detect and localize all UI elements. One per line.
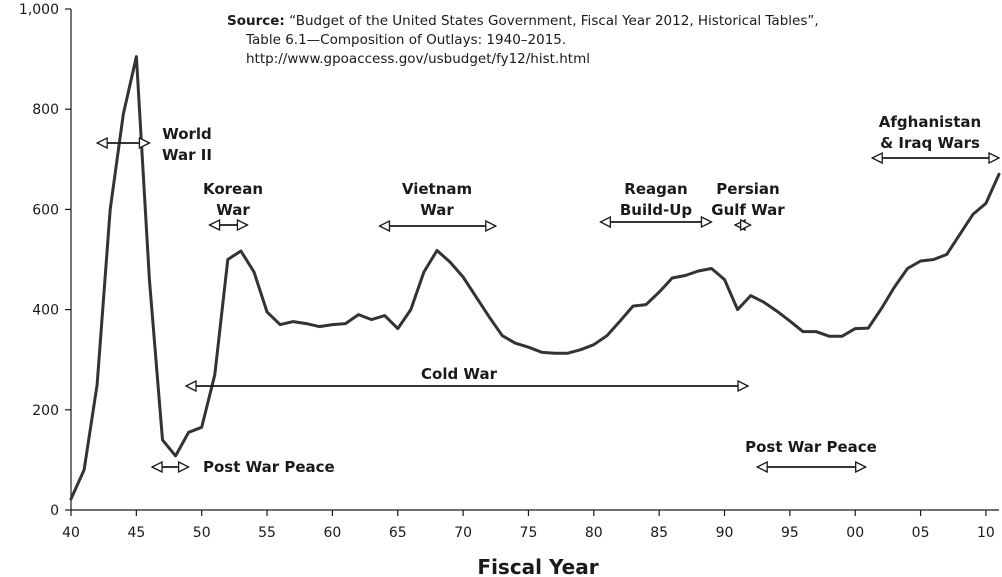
x-tick-label: 40 xyxy=(62,525,80,541)
y-tick-label: 0 xyxy=(50,503,59,519)
x-tick-label: 60 xyxy=(323,525,341,541)
x-tick-label: 80 xyxy=(585,525,603,541)
annotation-label: War xyxy=(420,201,454,219)
annotation-label: & Iraq Wars xyxy=(880,134,980,152)
annotation-label: Vietnam xyxy=(402,180,472,198)
x-tick-label: 50 xyxy=(193,525,211,541)
source-line-2: Table 6.1—Composition of Outlays: 1940–2… xyxy=(246,32,567,48)
axes xyxy=(65,8,999,516)
y-tick-label: 800 xyxy=(32,102,59,118)
annotation-label: Cold War xyxy=(421,365,498,383)
tick-labels: 0 200 400 600 800 1,000 40 45 50 55 60 65 70 75 80 85 90… xyxy=(19,2,995,541)
annotation-label: Afghanistan xyxy=(879,113,981,131)
x-tick-label: 55 xyxy=(258,525,276,541)
x-tick-label: 65 xyxy=(389,525,407,541)
annotation-label: Post War Peace xyxy=(203,458,335,476)
series-line xyxy=(69,55,1001,501)
annotation-label: Korean xyxy=(203,180,263,198)
source-line-3: http://www.gpoaccess.gov/usbudget/fy12/h… xyxy=(246,51,590,67)
annotation-label: Post War Peace xyxy=(745,438,877,456)
y-tick-label: 200 xyxy=(32,403,59,419)
x-axis-label: Fiscal Year xyxy=(477,555,598,577)
x-tick-label: 70 xyxy=(454,525,472,541)
annotation-label: World xyxy=(162,125,212,143)
x-tick-label: 75 xyxy=(520,525,538,541)
annotations: World War II Korean War Vietnam War Reagan Buil… xyxy=(97,113,999,476)
source-line-1: “Budget of the United States Government,… xyxy=(289,13,819,29)
x-tick-label: 90 xyxy=(716,525,734,541)
source-note: Source: “Budget of the United States Gov… xyxy=(227,12,819,69)
annotation-label: Build-Up xyxy=(620,201,693,219)
annotation-label: Gulf War xyxy=(711,201,785,219)
x-tick-label: 10 xyxy=(977,525,995,541)
y-tick-label: 1,000 xyxy=(19,2,59,18)
y-tick-label: 400 xyxy=(32,303,59,319)
annotation-label: War II xyxy=(162,146,212,164)
x-tick-label: 00 xyxy=(846,525,864,541)
series-group xyxy=(69,55,1001,501)
annotation-label: War xyxy=(216,201,250,219)
x-tick-label: 05 xyxy=(912,525,930,541)
x-tick-label: 45 xyxy=(127,525,145,541)
annotation-label: Persian xyxy=(716,180,779,198)
source-label: Source: xyxy=(227,13,285,29)
x-tick-label: 85 xyxy=(650,525,668,541)
y-tick-label: 600 xyxy=(32,202,59,218)
annotation-label: Reagan xyxy=(624,180,687,198)
x-tick-label: 95 xyxy=(781,525,799,541)
